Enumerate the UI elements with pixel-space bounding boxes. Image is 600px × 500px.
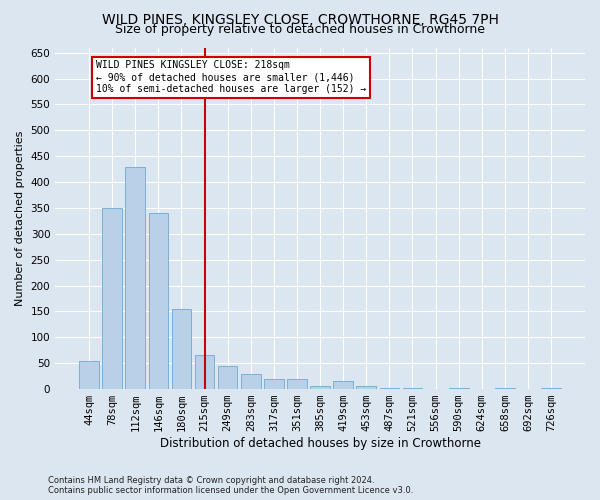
- Text: WILD PINES, KINGSLEY CLOSE, CROWTHORNE, RG45 7PH: WILD PINES, KINGSLEY CLOSE, CROWTHORNE, …: [101, 12, 499, 26]
- Bar: [449, 388, 469, 389]
- X-axis label: Distribution of detached houses by size in Crowthorne: Distribution of detached houses by size …: [160, 437, 481, 450]
- Bar: [334, 382, 353, 389]
- Bar: [241, 374, 260, 389]
- Bar: [310, 386, 330, 389]
- Bar: [195, 356, 214, 389]
- Bar: [103, 208, 122, 389]
- Text: WILD PINES KINGSLEY CLOSE: 218sqm
← 90% of detached houses are smaller (1,446)
1: WILD PINES KINGSLEY CLOSE: 218sqm ← 90% …: [96, 60, 366, 94]
- Bar: [495, 388, 515, 389]
- Bar: [125, 166, 145, 389]
- Bar: [218, 366, 238, 389]
- Text: Size of property relative to detached houses in Crowthorne: Size of property relative to detached ho…: [115, 22, 485, 36]
- Text: Contains HM Land Registry data © Crown copyright and database right 2024.
Contai: Contains HM Land Registry data © Crown c…: [48, 476, 413, 495]
- Bar: [380, 388, 399, 389]
- Bar: [79, 360, 99, 389]
- Bar: [149, 213, 168, 389]
- Bar: [264, 378, 284, 389]
- Bar: [287, 378, 307, 389]
- Bar: [172, 309, 191, 389]
- Bar: [403, 388, 422, 389]
- Y-axis label: Number of detached properties: Number of detached properties: [15, 130, 25, 306]
- Bar: [356, 386, 376, 389]
- Bar: [541, 388, 561, 389]
